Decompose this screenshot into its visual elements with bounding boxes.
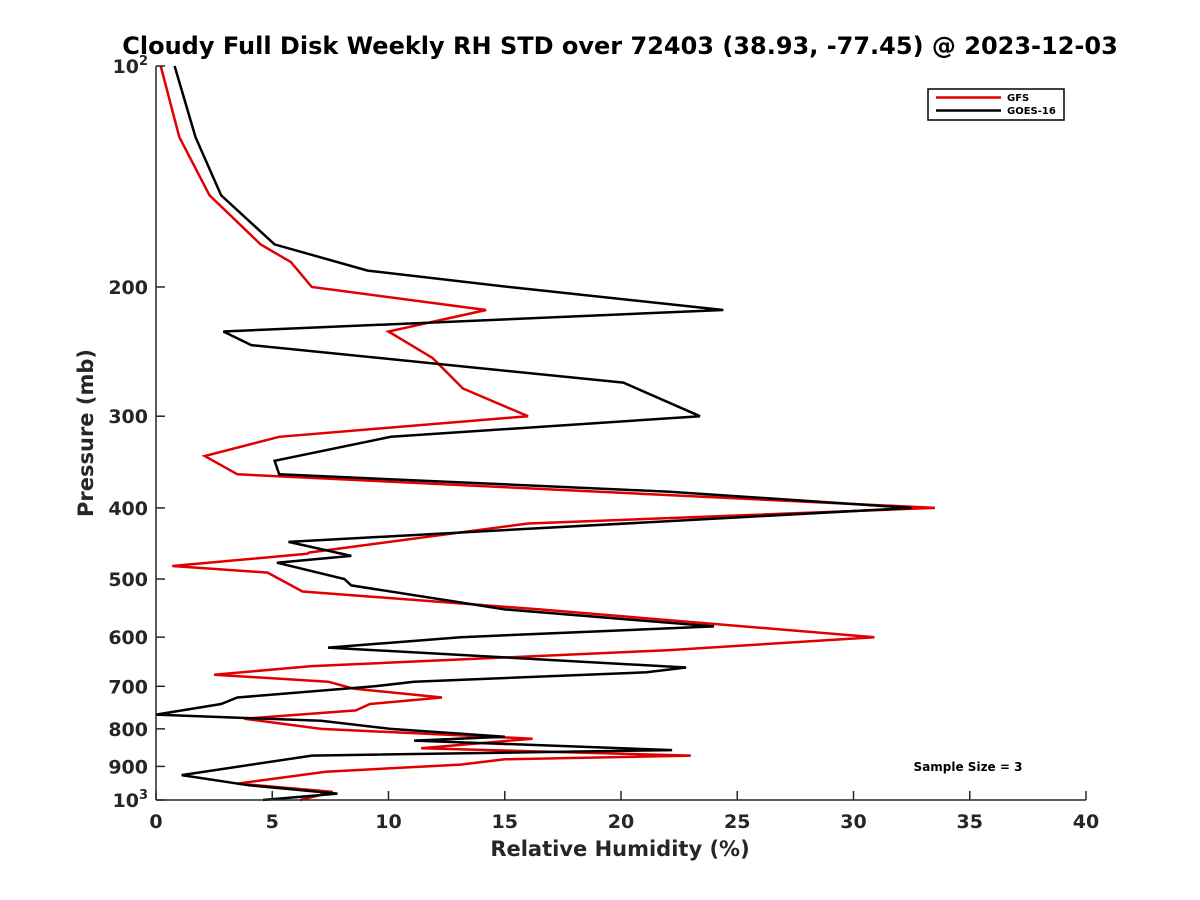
legend-label-goes16: GOES-16	[1007, 106, 1056, 117]
x-tick-label: 25	[724, 811, 750, 833]
series-line-goes16	[155, 65, 912, 802]
legend: GFS GOES-16	[927, 88, 1065, 121]
chart-title: Cloudy Full Disk Weekly RH STD over 7240…	[122, 32, 1118, 60]
y-tick-label: 900	[108, 756, 148, 778]
axes-layer: 0 5 10 15 20 25 30 35 40 102 200 300 400 500 600 700 800…	[108, 54, 1099, 833]
y-tick-label: 300	[108, 406, 148, 428]
x-tick-label: 30	[840, 811, 866, 833]
y-tick-label: 400	[108, 498, 148, 520]
series-line-gfs	[159, 65, 935, 802]
x-axis-label: Relative Humidity (%)	[490, 837, 749, 861]
plot-area: 0 5 10 15 20 25 30 35 40 102 200 300 400 500 600 700 800…	[108, 54, 1099, 833]
x-tick-label: 10	[375, 811, 401, 833]
x-tick-label: 20	[608, 811, 634, 833]
y-tick-label: 500	[108, 569, 148, 591]
y-tick-label: 102	[113, 54, 149, 78]
legend-label-gfs: GFS	[1007, 93, 1029, 104]
legend-box	[927, 88, 1065, 121]
y-tick-label: 700	[108, 676, 148, 698]
x-tick-label: 15	[492, 811, 518, 833]
x-tick-label: 5	[266, 811, 279, 833]
y-axis-label: Pressure (mb)	[74, 349, 98, 517]
x-tick-label: 40	[1073, 811, 1099, 833]
x-tick-label: 35	[957, 811, 983, 833]
y-tick-label: 200	[108, 277, 148, 299]
series-layer	[155, 65, 935, 802]
y-tick-label: 800	[108, 719, 148, 741]
sample-size-annotation: Sample Size = 3	[914, 760, 1023, 774]
y-tick-label: 103	[113, 788, 149, 812]
y-tick-label: 600	[108, 627, 148, 649]
x-tick-label: 0	[149, 811, 162, 833]
